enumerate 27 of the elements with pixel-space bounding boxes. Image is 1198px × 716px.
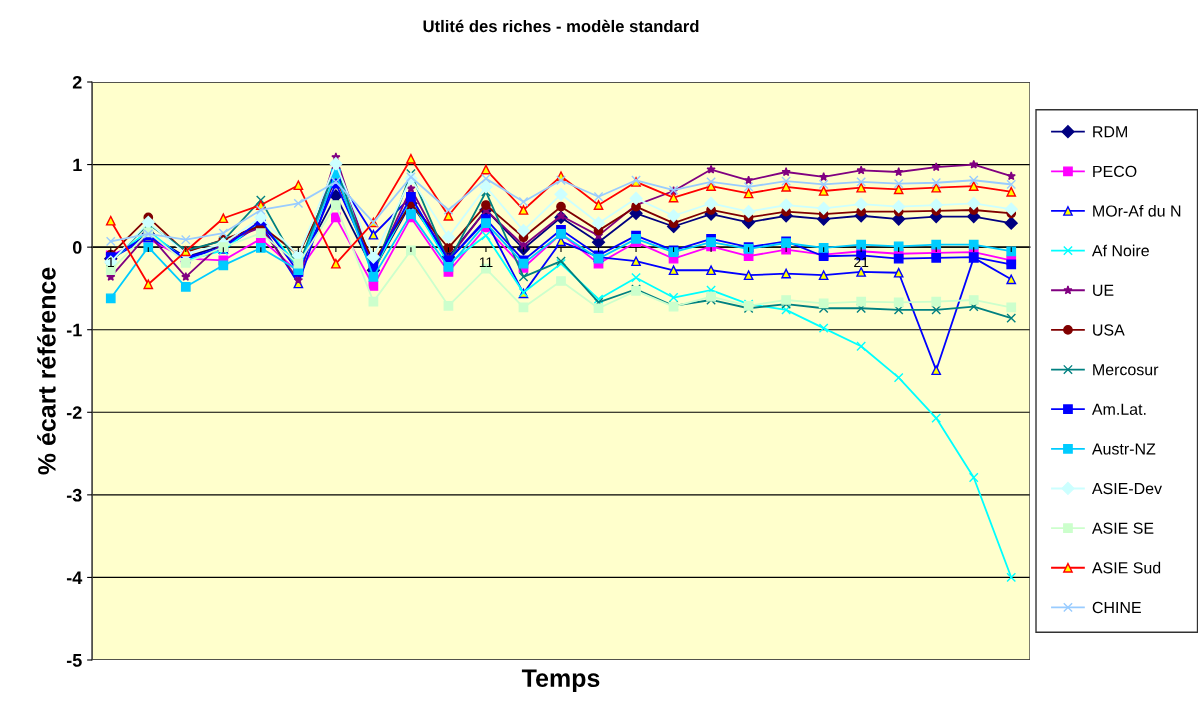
legend-label: Af Noire bbox=[1091, 244, 1149, 257]
legend-label: USA bbox=[1093, 324, 1125, 336]
y-axis-title: % écart référence bbox=[37, 267, 56, 475]
legend-label: Am.Lat. bbox=[1091, 403, 1146, 415]
legend-label: UE bbox=[1093, 284, 1114, 296]
legend-label: MOr-Af du N bbox=[1093, 204, 1181, 217]
y-tick-label: 2 bbox=[72, 75, 82, 89]
y-tick-label: -4 bbox=[66, 571, 83, 584]
y-tick-label: -1 bbox=[66, 323, 82, 337]
legend-label: ASIE-Dev bbox=[1091, 482, 1162, 495]
y-tick-label: -5 bbox=[66, 654, 82, 667]
legend-label: RDM bbox=[1093, 126, 1127, 138]
y-tick-label: 0 bbox=[72, 241, 82, 254]
y-tick-label: -3 bbox=[66, 488, 82, 502]
legend-label: Mercosur bbox=[1093, 364, 1159, 376]
y-tick-label: -2 bbox=[66, 406, 82, 419]
legend-label: CHINE bbox=[1092, 601, 1141, 614]
legend-label: ASIE Sud bbox=[1091, 561, 1161, 574]
x-tick-label: 1 bbox=[107, 257, 114, 267]
chart-title: Utlité des riches - modèle standard bbox=[423, 19, 699, 33]
y-tick-label: 1 bbox=[73, 158, 82, 172]
x-tick-label: 21 bbox=[854, 257, 869, 267]
legend-label: PECO bbox=[1093, 165, 1137, 178]
legend-label: Austr-NZ bbox=[1091, 443, 1156, 455]
x-tick-label: 11 bbox=[479, 257, 493, 267]
x-axis-title: Temps bbox=[521, 669, 600, 692]
legend-label: ASIE SE bbox=[1091, 522, 1154, 534]
